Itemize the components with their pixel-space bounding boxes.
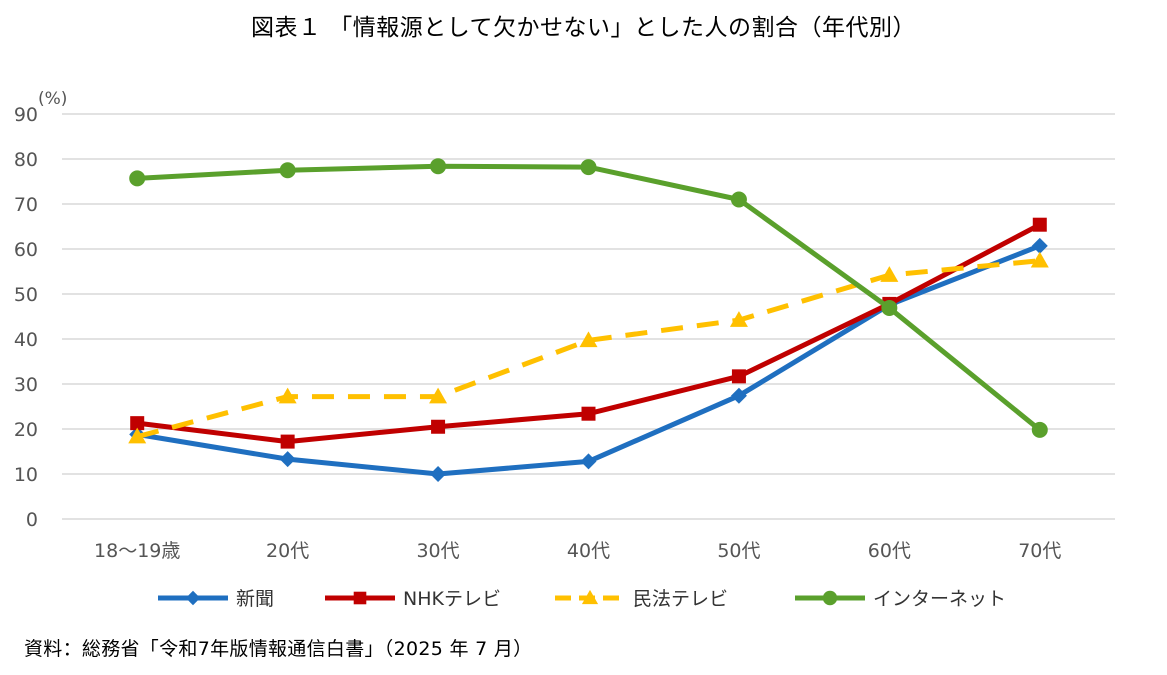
data-point-0-1 [279, 451, 296, 468]
series-2 [128, 251, 1049, 444]
legend-item-3: インターネット [795, 588, 1006, 610]
y-tick-label-0: 0 [26, 509, 38, 531]
data-point-1-3 [581, 406, 596, 421]
data-point-2-6 [1030, 251, 1049, 268]
series-3 [129, 158, 1048, 438]
data-point-2-1 [278, 387, 297, 404]
data-point-2-2 [429, 387, 448, 404]
legend: 新聞 NHKテレビ 民法テレビ インターネット [158, 588, 1006, 610]
x-tick-label-5: 60代 [868, 540, 911, 562]
data-point-0-3 [580, 453, 597, 470]
legend-label-3: インターネット [873, 588, 1006, 610]
data-point-1-4 [731, 369, 746, 384]
legend-label-0: 新聞 [236, 588, 274, 610]
y-tick-label-30: 30 [14, 374, 38, 396]
legend-label-2: 民法テレビ [633, 588, 728, 610]
x-tick-label-4: 50代 [717, 540, 760, 562]
y-tick-label-70: 70 [14, 194, 38, 216]
y-tick-label-80: 80 [14, 149, 38, 171]
x-tick-label-2: 30代 [416, 540, 459, 562]
data-point-2-4 [729, 311, 748, 327]
data-point-3-4 [730, 191, 747, 208]
x-axis-tick-labels: 18～19歳 20代 30代 40代 50代 60代 70代 [94, 540, 1061, 562]
y-axis-tick-labels: 0 10 20 30 40 50 60 70 80 90 [14, 104, 38, 531]
legend-marker-1 [353, 591, 367, 605]
x-tick-label-1: 20代 [266, 540, 309, 562]
data-point-1-2 [431, 419, 446, 434]
legend-label-1: NHKテレビ [403, 588, 501, 610]
data-series [128, 158, 1049, 482]
x-tick-label-3: 40代 [567, 540, 610, 562]
y-tick-label-10: 10 [14, 464, 38, 486]
y-tick-label-90: 90 [14, 104, 38, 126]
y-axis-unit-label: (%) [38, 89, 67, 109]
source-note: 資料：総務省「令和7年版情報通信白書」（2025 年 7 月） [24, 638, 533, 660]
legend-marker-0 [185, 590, 201, 606]
data-point-3-3 [580, 159, 597, 176]
y-tick-label-20: 20 [14, 419, 38, 441]
x-tick-label-0: 18～19歳 [94, 540, 180, 562]
data-point-3-5 [881, 299, 898, 316]
data-point-0-6 [1031, 237, 1048, 254]
legend-item-0: 新聞 [158, 588, 274, 610]
data-point-3-6 [1031, 421, 1048, 438]
gridlines [62, 113, 1115, 520]
data-point-3-0 [129, 170, 146, 187]
y-tick-label-60: 60 [14, 239, 38, 261]
data-point-1-0 [130, 416, 145, 431]
data-point-3-2 [430, 158, 447, 175]
legend-marker-2 [581, 589, 599, 605]
data-point-3-1 [279, 162, 296, 179]
data-point-2-3 [579, 331, 598, 348]
y-tick-label-40: 40 [14, 329, 38, 351]
x-tick-label-6: 70代 [1018, 540, 1061, 562]
legend-item-1: NHKテレビ [325, 588, 501, 610]
legend-item-2: 民法テレビ [555, 588, 728, 610]
chart-title: 図表１ 「情報源として欠かせない」とした人の割合（年代別） [250, 15, 917, 41]
data-point-2-0 [128, 427, 147, 444]
data-point-0-4 [730, 387, 747, 404]
data-point-1-6 [1032, 217, 1047, 232]
legend-marker-3 [822, 590, 838, 606]
y-tick-label-50: 50 [14, 284, 38, 306]
data-point-0-2 [430, 466, 447, 482]
data-point-2-5 [880, 266, 899, 282]
data-point-1-1 [280, 434, 295, 449]
